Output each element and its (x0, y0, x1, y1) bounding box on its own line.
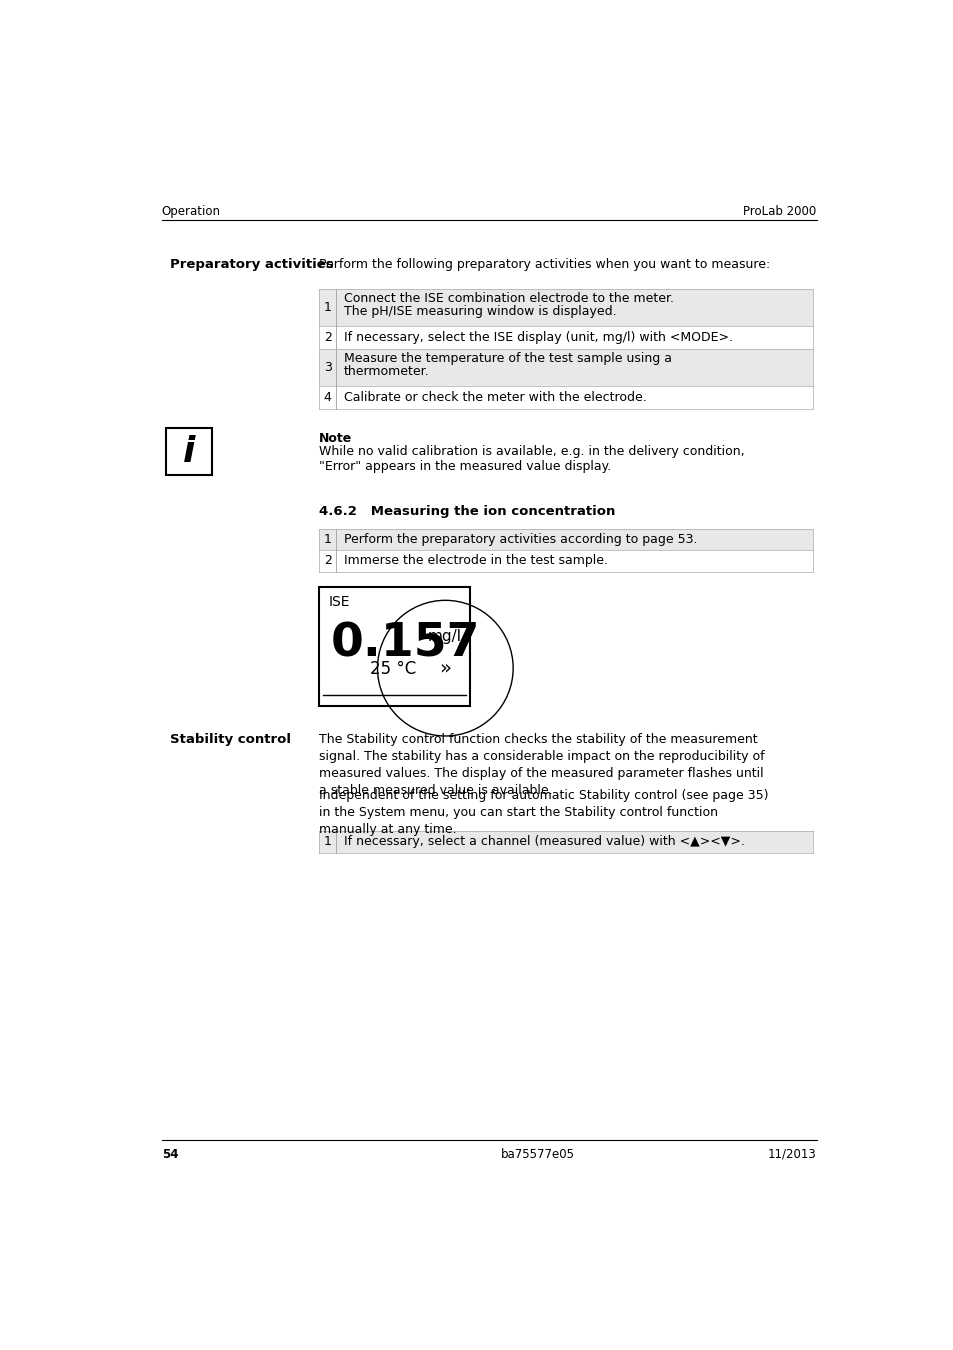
Text: 25 °C: 25 °C (369, 660, 416, 678)
Text: 1: 1 (323, 301, 332, 315)
Text: thermometer.: thermometer. (344, 366, 429, 378)
Text: ba75577e05: ba75577e05 (500, 1148, 574, 1161)
Text: Preparatory activities: Preparatory activities (170, 258, 333, 271)
Text: 11/2013: 11/2013 (767, 1148, 816, 1161)
Text: Connect the ISE combination electrode to the meter.: Connect the ISE combination electrode to… (344, 292, 673, 305)
Text: 4: 4 (323, 392, 332, 404)
Text: mg/l: mg/l (427, 629, 461, 644)
Text: 4.6.2   Measuring the ion concentration: 4.6.2 Measuring the ion concentration (319, 505, 615, 518)
FancyBboxPatch shape (319, 587, 470, 706)
Text: Operation: Operation (162, 205, 221, 219)
Text: Perform the following preparatory activities when you want to measure:: Perform the following preparatory activi… (319, 258, 770, 271)
Text: 2: 2 (323, 555, 332, 567)
Text: If necessary, select a channel (measured value) with <▲><▼>.: If necessary, select a channel (measured… (344, 836, 744, 848)
Text: 1: 1 (323, 533, 332, 545)
Text: 1: 1 (323, 836, 332, 848)
FancyBboxPatch shape (319, 528, 812, 549)
Text: Measure the temperature of the test sample using a: Measure the temperature of the test samp… (344, 352, 671, 366)
Text: »: » (439, 659, 451, 678)
Text: 54: 54 (162, 1148, 178, 1161)
FancyBboxPatch shape (319, 832, 812, 853)
FancyBboxPatch shape (166, 428, 212, 475)
Text: 3: 3 (323, 360, 332, 374)
FancyBboxPatch shape (319, 350, 812, 386)
Text: i: i (183, 435, 195, 468)
Text: The Stability control function checks the stability of the measurement
signal. T: The Stability control function checks th… (319, 733, 764, 798)
Text: Independent of the setting for automatic Stability control (see page 35)
in the : Independent of the setting for automatic… (319, 788, 768, 836)
Text: Note: Note (319, 432, 352, 446)
Text: Calibrate or check the meter with the electrode.: Calibrate or check the meter with the el… (344, 392, 646, 404)
Text: If necessary, select the ISE display (unit, mg/l) with <MODE>.: If necessary, select the ISE display (un… (344, 331, 732, 344)
Text: ProLab 2000: ProLab 2000 (742, 205, 816, 219)
Text: The pH/ISE measuring window is displayed.: The pH/ISE measuring window is displayed… (344, 305, 616, 319)
Text: While no valid calibration is available, e.g. in the delivery condition,
"Error": While no valid calibration is available,… (319, 446, 744, 474)
Text: Immerse the electrode in the test sample.: Immerse the electrode in the test sample… (344, 555, 607, 567)
Text: ISE: ISE (328, 595, 350, 609)
Text: Stability control: Stability control (170, 733, 291, 747)
FancyBboxPatch shape (319, 289, 812, 325)
Text: 0.157: 0.157 (331, 622, 479, 667)
Text: 2: 2 (323, 331, 332, 344)
Text: Perform the preparatory activities according to page 53.: Perform the preparatory activities accor… (344, 533, 697, 545)
